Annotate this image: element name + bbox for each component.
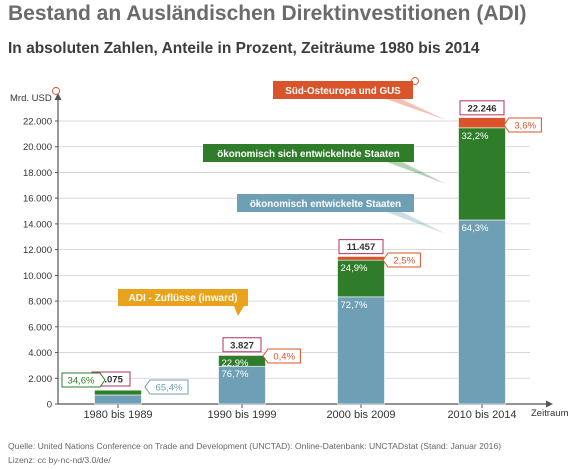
x-tick-label: 2000 bis 2009	[326, 409, 395, 421]
total-value-label: 11.457	[347, 242, 376, 253]
x-tick-label: 1980 bis 1989	[83, 409, 152, 421]
share-label: 2,5%	[393, 256, 415, 267]
y-tick-label: 0	[47, 400, 52, 411]
share-label: 34,6%	[68, 376, 95, 387]
data-label: 32,2%	[462, 131, 489, 142]
inflows-banner	[118, 289, 248, 306]
bar-segment	[218, 365, 266, 405]
info-icon	[411, 77, 419, 85]
callout-connector	[383, 98, 446, 120]
inflows-label: ADI - Zuflüsse (inward)	[129, 293, 238, 304]
legend-developing-label: ökonomisch sich entwickelnde Staaten	[217, 149, 399, 160]
total-value-label: 3.827	[230, 340, 254, 351]
share-box	[382, 252, 421, 268]
bar-segment	[337, 259, 385, 298]
callout-connector	[384, 211, 446, 234]
data-label: 72,7%	[341, 300, 368, 311]
bar-segment	[458, 127, 506, 221]
total-value-label: 1.075	[99, 375, 123, 386]
y-tick-label: 4.000	[28, 348, 52, 359]
x-axis-label: Zeitraum	[531, 408, 569, 419]
total-box	[222, 337, 262, 353]
share-box	[262, 348, 301, 364]
bar-segment	[458, 219, 506, 405]
legend-transition-banner	[273, 81, 413, 99]
x-axis-arrow	[546, 400, 553, 408]
y-tick-label: 8.000	[28, 297, 52, 308]
info-icon	[52, 87, 60, 95]
share-label: 0,4%	[273, 352, 295, 363]
y-tick-label: 18.000	[23, 168, 52, 179]
bar-segment	[337, 296, 385, 405]
data-label: 76,7%	[222, 369, 249, 380]
total-box	[338, 239, 384, 255]
y-axis-arrow	[54, 93, 62, 100]
share-box	[503, 117, 542, 133]
legend-developing-banner	[203, 144, 414, 162]
callout-connector	[384, 161, 446, 184]
x-tick-label: 1990 bis 1999	[207, 409, 276, 421]
legend-developed-banner	[237, 194, 414, 212]
bar-segment	[458, 117, 506, 129]
y-tick-label: 10.000	[23, 271, 52, 282]
bar-segment	[94, 389, 142, 396]
share-box	[61, 372, 106, 388]
y-axis-label: Mrd. USD	[10, 93, 52, 104]
y-tick-label: 14.000	[23, 219, 52, 230]
share-label: 65,4%	[156, 383, 183, 394]
y-tick-label: 16.000	[23, 194, 52, 205]
data-label: 22,9%	[222, 358, 249, 369]
y-tick-label: 22.000	[23, 117, 52, 128]
share-label: 3,6%	[514, 121, 536, 132]
legend-transition-label: Süd-Osteuropa und GUS	[285, 86, 401, 97]
y-tick-label: 2.000	[28, 374, 52, 385]
bar-segment	[218, 354, 266, 356]
total-box	[459, 100, 505, 116]
y-tick-label: 6.000	[28, 322, 52, 333]
share-box	[144, 379, 189, 395]
inflows-pointer	[234, 306, 244, 316]
chart-title: Bestand an Ausländischen Direktinvestiti…	[8, 2, 527, 25]
chart-subtitle: In absoluten Zahlen, Anteile in Prozent,…	[8, 40, 480, 57]
x-tick-label: 2010 bis 2014	[447, 409, 516, 421]
y-tick-label: 12.000	[23, 245, 52, 256]
bar-segment	[94, 394, 142, 405]
y-tick-label: 20.000	[23, 142, 52, 153]
data-label: 24,9%	[341, 263, 368, 274]
license-note: Lizenz: cc by-nc-nd/3.0/de/	[8, 455, 111, 465]
data-label: 64,3%	[462, 223, 489, 234]
bar-segment	[337, 256, 385, 261]
total-value-label: 22.246	[467, 103, 496, 114]
source-note: Quelle: United Nations Conference on Tra…	[8, 441, 502, 451]
legend-developed-label: ökonomisch entwickelte Staaten	[250, 199, 401, 210]
